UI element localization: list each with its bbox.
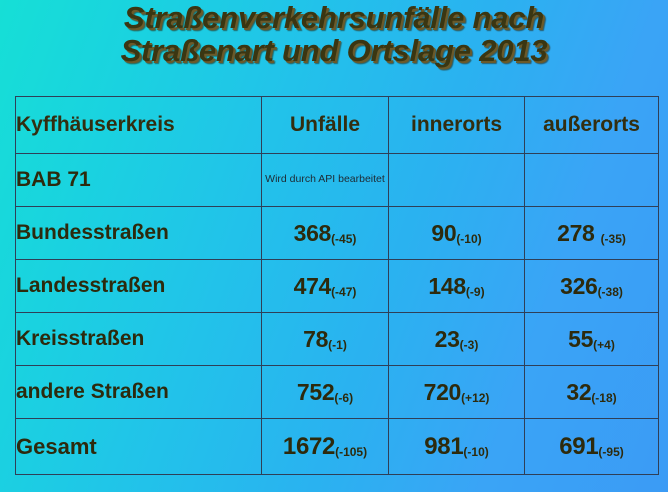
cell-bab71-unfaelle-note: Wird durch API bearbeitet [261, 153, 389, 207]
value: 32 [566, 378, 592, 405]
value: 326 [560, 272, 598, 299]
delta: (+12) [461, 390, 490, 405]
value: 752 [296, 378, 335, 405]
value: 981 [424, 432, 464, 460]
value: 691 [559, 432, 599, 460]
row-label-bundesstrassen: Bundesstraßen [15, 206, 262, 260]
table-row: BAB 71 Wird durch API bearbeitet [15, 153, 659, 207]
row-label-bab71: BAB 71 [15, 153, 262, 207]
cell-landesstrassen-innerorts: 148(-9) [388, 259, 525, 313]
value: 23 [434, 325, 460, 352]
row-label-landesstrassen: Landesstraßen [15, 259, 262, 313]
value: 1672 [282, 432, 336, 460]
value: 368 [293, 219, 332, 246]
table-row: Kreisstraßen 78(-1) 23(-3) 55(+4) [15, 312, 659, 366]
cell-andere-strassen-unfaelle: 752(-6) [261, 365, 389, 419]
cell-bab71-ausserorts [524, 153, 659, 207]
value: 90 [431, 219, 457, 246]
cell-bab71-innerorts [388, 153, 525, 207]
cell-bundesstrassen-innerorts: 90(-10) [388, 206, 525, 260]
cell-landesstrassen-ausserorts: 326(-38) [524, 259, 659, 313]
cell-gesamt-ausserorts: 691(-95) [524, 418, 659, 475]
slide-title: Straßenverkehrsunfälle nach Straßenart u… [0, 0, 668, 68]
delta: (-3) [459, 337, 479, 352]
row-label-gesamt: Gesamt [15, 418, 262, 475]
table-header-row: Kyffhäuserkreis Unfälle innerorts außero… [15, 96, 659, 154]
cell-kreisstrassen-unfaelle: 78(-1) [261, 312, 389, 366]
delta: (-47) [331, 284, 357, 299]
cell-bundesstrassen-ausserorts: 278 (-35) [524, 206, 659, 260]
delta: (-10) [456, 231, 482, 246]
delta: (-10) [463, 444, 489, 459]
table-row: Bundesstraßen 368(-45) 90(-10) 278 (-35) [15, 206, 659, 260]
value: 148 [428, 272, 466, 299]
delta: (-95) [598, 444, 624, 459]
cell-andere-strassen-ausserorts: 32(-18) [524, 365, 659, 419]
delta: (-18) [591, 390, 617, 405]
table-row: Landesstraßen 474(-47) 148(-9) 326(-38) [15, 259, 659, 313]
delta: (-35) [600, 231, 626, 246]
table-total-row: Gesamt 1672(-105) 981(-10) 691(-95) [15, 418, 659, 475]
cell-gesamt-unfaelle: 1672(-105) [261, 418, 389, 475]
cell-kreisstrassen-innerorts: 23(-3) [388, 312, 525, 366]
header-cell-innerorts: innerorts [388, 96, 525, 154]
cell-landesstrassen-unfaelle: 474(-47) [261, 259, 389, 313]
row-label-kreisstrassen: Kreisstraßen [15, 312, 262, 366]
delta: (-1) [328, 337, 347, 352]
title-line-2: Straßenart und Ortslage 2013 [120, 32, 548, 68]
header-cell-unfaelle: Unfälle [261, 96, 389, 154]
title-line-1: Straßenverkehrsunfälle nach [123, 0, 545, 35]
delta: (-105) [335, 444, 368, 459]
accident-statistics-table: Kyffhäuserkreis Unfälle innerorts außero… [15, 96, 659, 475]
delta: (-45) [331, 231, 357, 246]
delta: (+4) [593, 337, 615, 352]
cell-gesamt-innerorts: 981(-10) [388, 418, 525, 475]
delta: (-6) [334, 390, 354, 405]
cell-andere-strassen-innerorts: 720(+12) [388, 365, 525, 419]
header-cell-ausserorts: außerorts [524, 96, 659, 154]
header-cell-district: Kyffhäuserkreis [15, 96, 262, 154]
value: 55 [568, 325, 594, 352]
value: 78 [303, 325, 329, 352]
row-label-andere-strassen: andere Straßen [15, 365, 262, 419]
cell-kreisstrassen-ausserorts: 55(+4) [524, 312, 659, 366]
value: 278 [557, 219, 595, 246]
cell-bundesstrassen-unfaelle: 368(-45) [261, 206, 389, 260]
delta: (-9) [465, 284, 485, 299]
value: 474 [293, 272, 332, 299]
value: 720 [423, 378, 462, 405]
delta: (-38) [597, 284, 623, 299]
table-row: andere Straßen 752(-6) 720(+12) 32(-18) [15, 365, 659, 419]
